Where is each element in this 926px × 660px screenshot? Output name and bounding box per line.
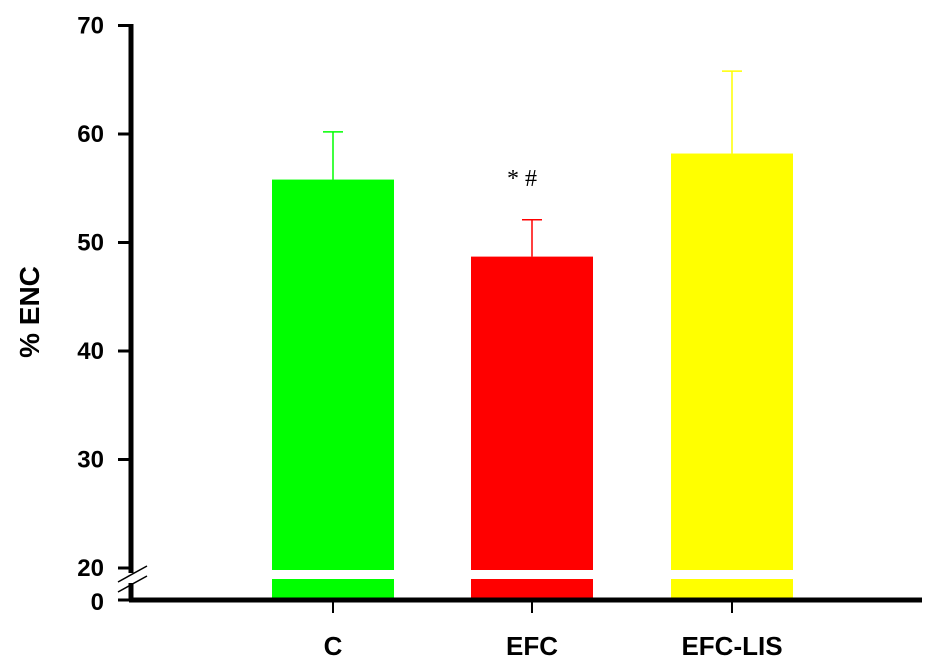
bar-break-efc-lis — [670, 570, 794, 579]
error-bars-group — [323, 70, 742, 257]
axes-group — [117, 24, 922, 613]
x-tick-label-efc-lis: EFC-LIS — [681, 631, 782, 660]
x-tick-label-efc: EFC — [506, 631, 558, 660]
bar-break-c — [271, 570, 395, 579]
labels-group: C EFC EFC-LIS 20 30 40 50 60 70 0 % ENC * # — [14, 13, 783, 660]
bar-efc — [471, 256, 593, 600]
y-tick-label-50: 50 — [77, 230, 104, 257]
y-tick-label-30: 30 — [77, 447, 104, 474]
y-tick-label-20: 20 — [77, 555, 104, 582]
y-axis-label: % ENC — [14, 266, 45, 358]
bars-group — [272, 153, 793, 600]
y-tick-label-60: 60 — [77, 121, 104, 148]
y-tick-label-40: 40 — [77, 338, 104, 365]
bar-efc-lis — [671, 153, 793, 600]
significance-annotation-efc: * # — [507, 166, 537, 192]
bar-break-efc — [470, 570, 594, 579]
y-axis-break-mark-lower — [117, 575, 148, 593]
bar-breaks-group — [271, 570, 794, 579]
bar-c — [272, 179, 394, 600]
y-tick-label-0: 0 — [91, 589, 104, 616]
y-axis-break-mark-upper — [117, 565, 148, 583]
x-tick-label-c: C — [324, 631, 343, 660]
y-tick-label-70: 70 — [77, 13, 104, 40]
